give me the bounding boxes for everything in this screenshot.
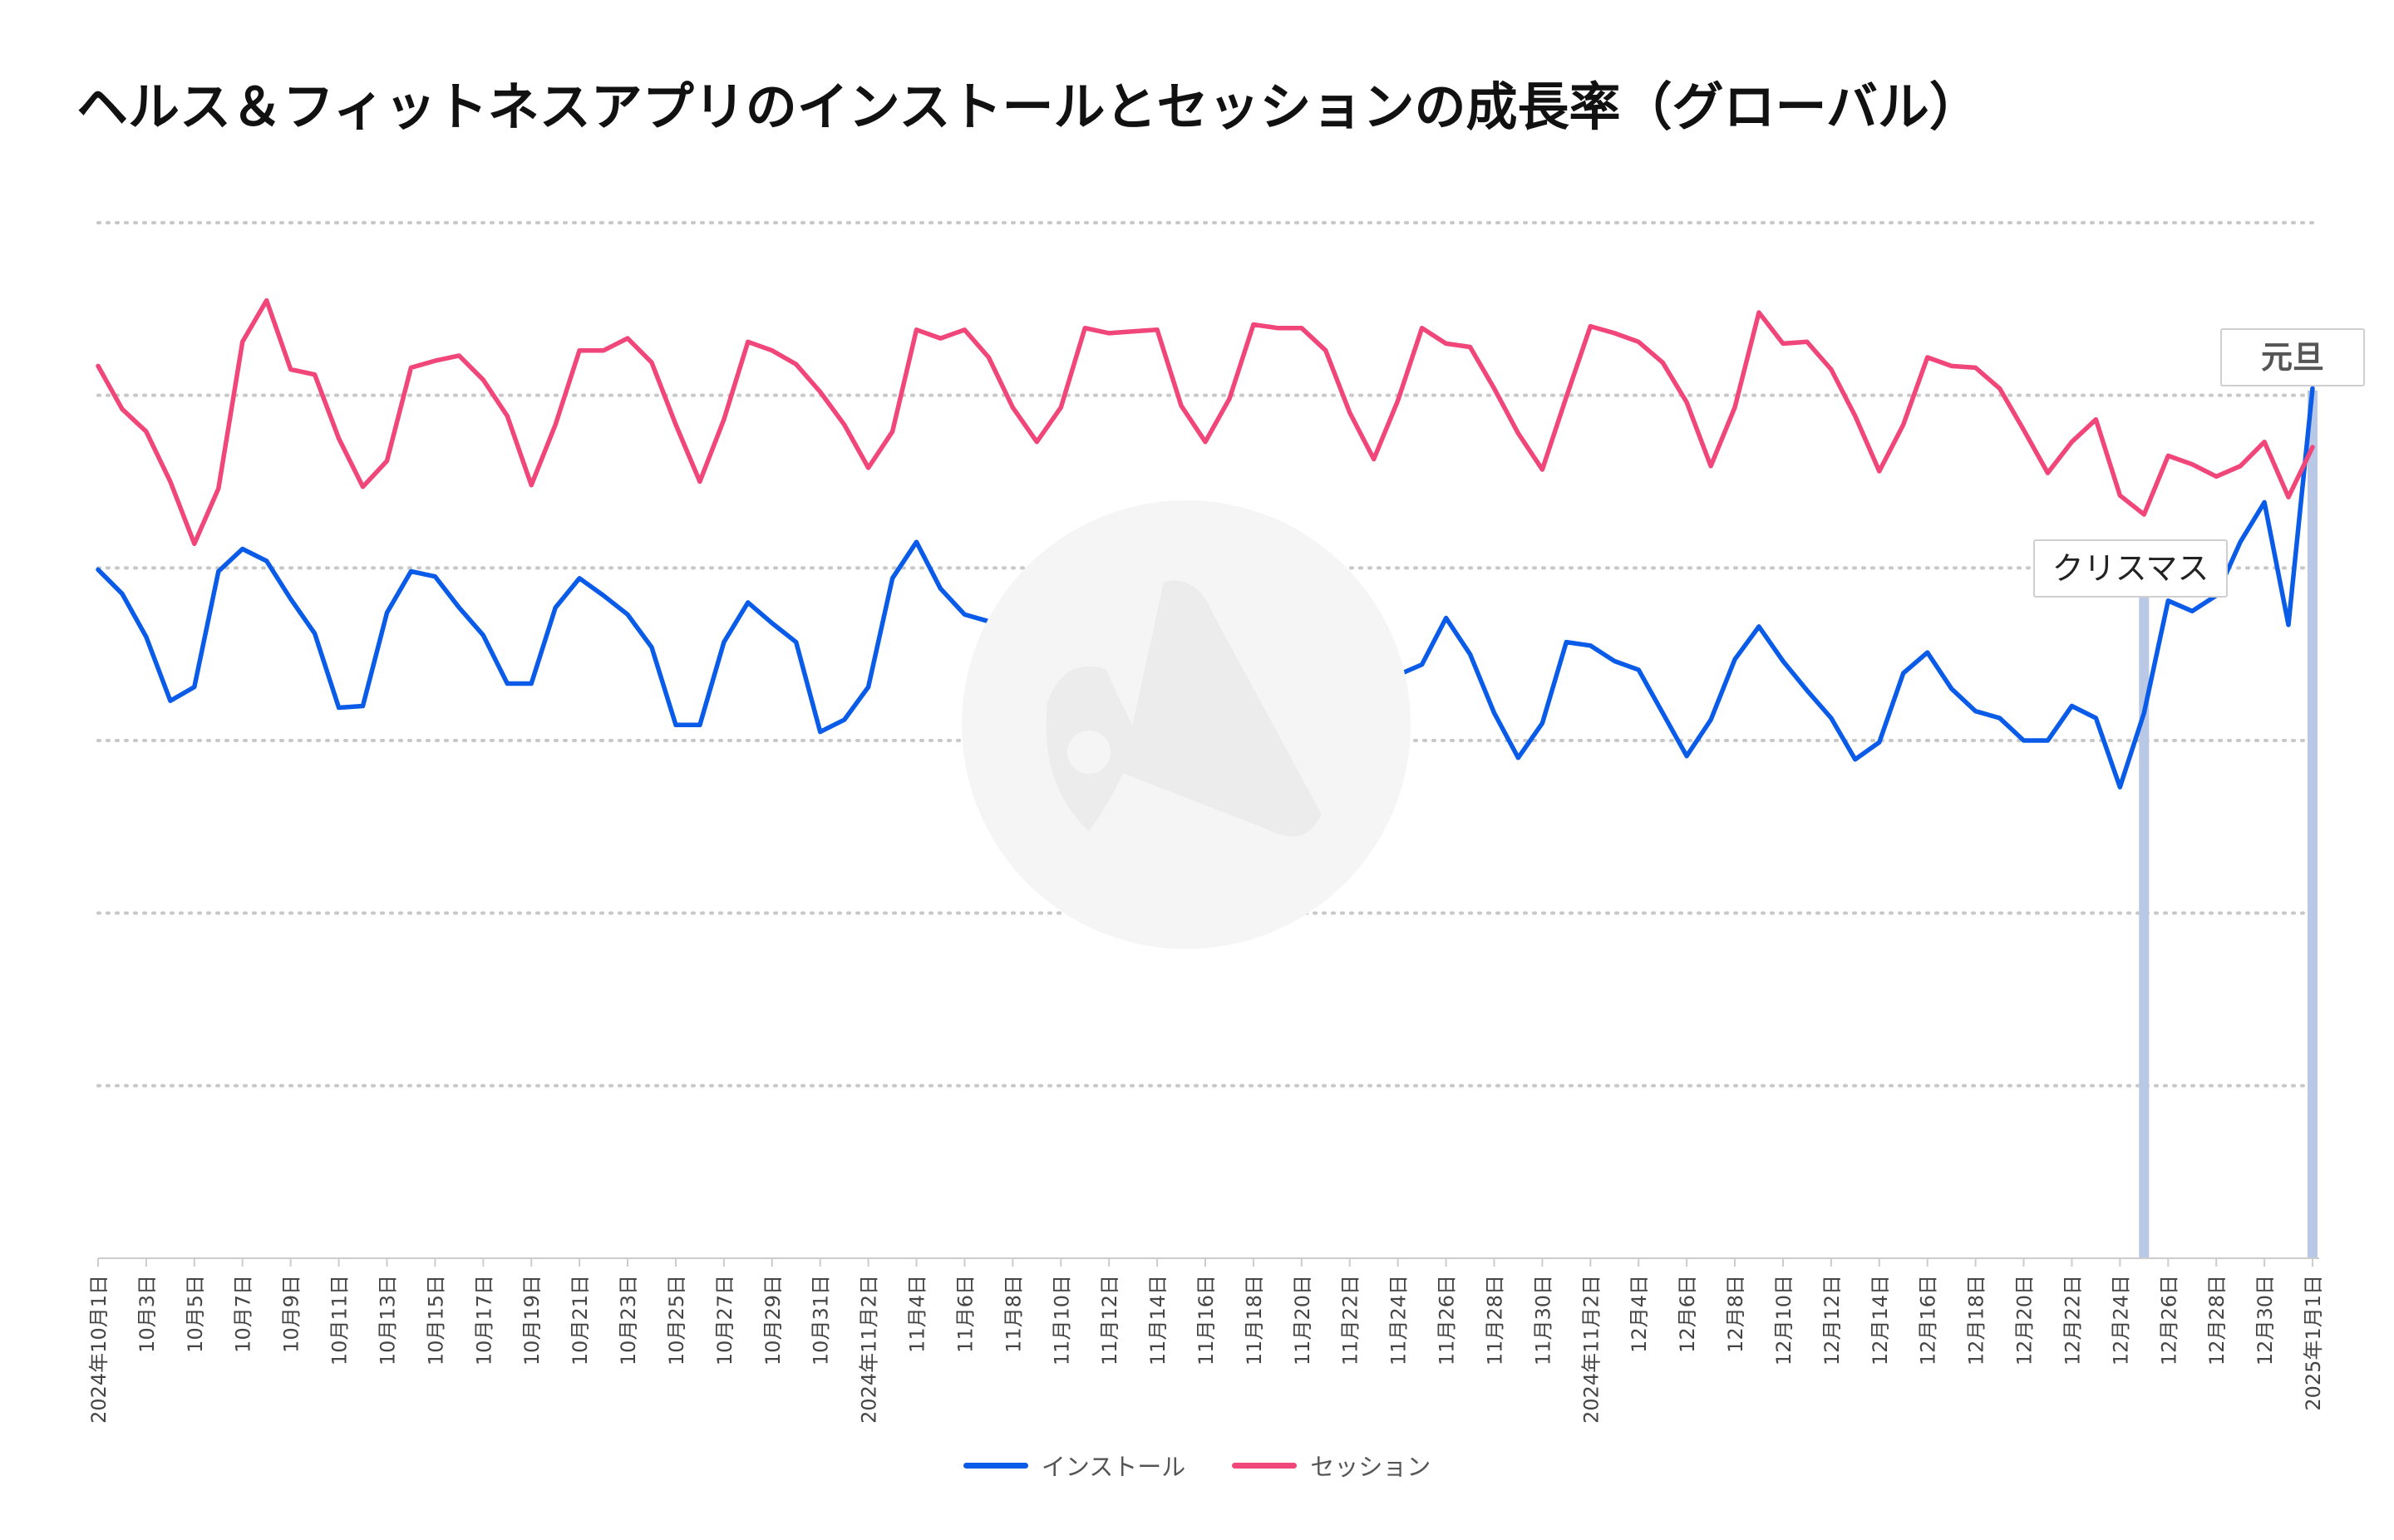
annotation-box [2033,539,2228,598]
x-tick-label: 10月23日 [617,1275,640,1365]
x-tick-label: 10月25日 [665,1275,688,1365]
x-tick-label: 2025年1月1日 [2302,1275,2325,1411]
x-tick-label: 12月20日 [2013,1275,2037,1365]
x-axis: 2024年10月1日 10月3日 10月5日 10月7日 10月9日 10月11日 10月1… [87,1257,2325,1424]
annotation-box [2220,328,2365,386]
annotation-label: 元旦 [2261,339,2324,376]
x-tick-label: 12月18日 [1965,1275,1988,1365]
x-tick-label: 12月14日 [1869,1275,1892,1365]
x-tick-label: 11月20日 [1291,1275,1314,1365]
x-tick-label: 10月15日 [424,1275,447,1365]
x-tick-label: 11月24日 [1387,1275,1411,1365]
annotation-label: クリスマス [2052,550,2209,587]
x-tick-label: 11月8日 [1002,1275,1025,1353]
x-tick-label: 10月11日 [328,1275,352,1365]
legend-label-installs: インストール [1041,1453,1186,1481]
annotation-christmas: クリスマス [2033,539,2228,598]
annotation-band [2139,594,2150,1258]
x-tick-label: 10月9日 [280,1275,303,1353]
x-tick-label: 10月3日 [135,1275,159,1353]
x-tick-label: 2024年10月1日 [87,1275,111,1424]
x-tick-label: 10月13日 [376,1275,399,1365]
x-tick-label: 12月12日 [1820,1275,1844,1365]
x-tick-label: 11月26日 [1436,1275,1459,1365]
series-line-sessions[interactable] [96,298,2315,547]
x-tick-label: 12月24日 [2109,1275,2132,1365]
chart-legend: インストール セッション [0,1448,2394,1483]
x-tick-label: 11月4日 [906,1275,929,1353]
x-tick-label: 12月26日 [2157,1275,2180,1365]
x-tick-label: 11月6日 [953,1275,977,1353]
x-tick-label: 11月22日 [1339,1275,1362,1365]
annotation-bands [2139,391,2318,1258]
x-tick-label: 10月21日 [569,1275,592,1365]
x-tick-label: 11月10日 [1050,1275,1073,1365]
legend-item-sessions[interactable]: セッション [1232,1448,1431,1483]
x-tick-label: 12月6日 [1676,1275,1699,1353]
x-tick-label: 11月28日 [1483,1275,1506,1365]
x-tick-label: 12月4日 [1628,1275,1651,1353]
x-tick-label: 11月18日 [1243,1275,1266,1365]
watermark-logo [962,500,1411,949]
x-tick-label: 2024年11月2日 [858,1275,881,1424]
annotation-new-year: 元旦 [2220,328,2365,386]
x-tick-label: 12月22日 [2061,1275,2084,1365]
x-tick-label: 12月28日 [2205,1275,2229,1365]
x-tick-label: 12月30日 [2254,1275,2277,1365]
annotation-labels: クリスマス 元旦 [2033,328,2365,598]
x-tick-label: 10月31日 [810,1275,833,1365]
chart-title: ヘルス＆フィットネスアプリのインストールとセッションの成長率（グローバル） [76,76,1981,137]
x-tick-label: 10月27日 [713,1275,736,1365]
legend-swatch-sessions [1232,1462,1298,1469]
x-tick-label: 10月5日 [184,1275,207,1353]
legend-label-sessions: セッション [1310,1453,1431,1481]
x-tick-label: 11月30日 [1531,1275,1554,1365]
x-tick-label: 10月7日 [232,1275,255,1353]
x-tick-label: 10月19日 [520,1275,544,1365]
x-tick-label: 12月16日 [1917,1275,1940,1365]
x-tick-label: 10月17日 [472,1275,495,1365]
x-tick-label: 11月12日 [1098,1275,1121,1365]
legend-item-installs[interactable]: インストール [963,1448,1185,1483]
x-tick-label: 2024年11月2日 [1579,1275,1603,1424]
x-tick-label: 11月16日 [1195,1275,1218,1365]
x-tick-label: 12月8日 [1724,1275,1747,1353]
annotation-band [2308,391,2318,1258]
x-tick-label: 12月10日 [1772,1275,1796,1365]
legend-swatch-installs [963,1462,1028,1469]
x-tick-label: 10月29日 [761,1275,785,1365]
x-tick-label: 11月14日 [1146,1275,1170,1365]
